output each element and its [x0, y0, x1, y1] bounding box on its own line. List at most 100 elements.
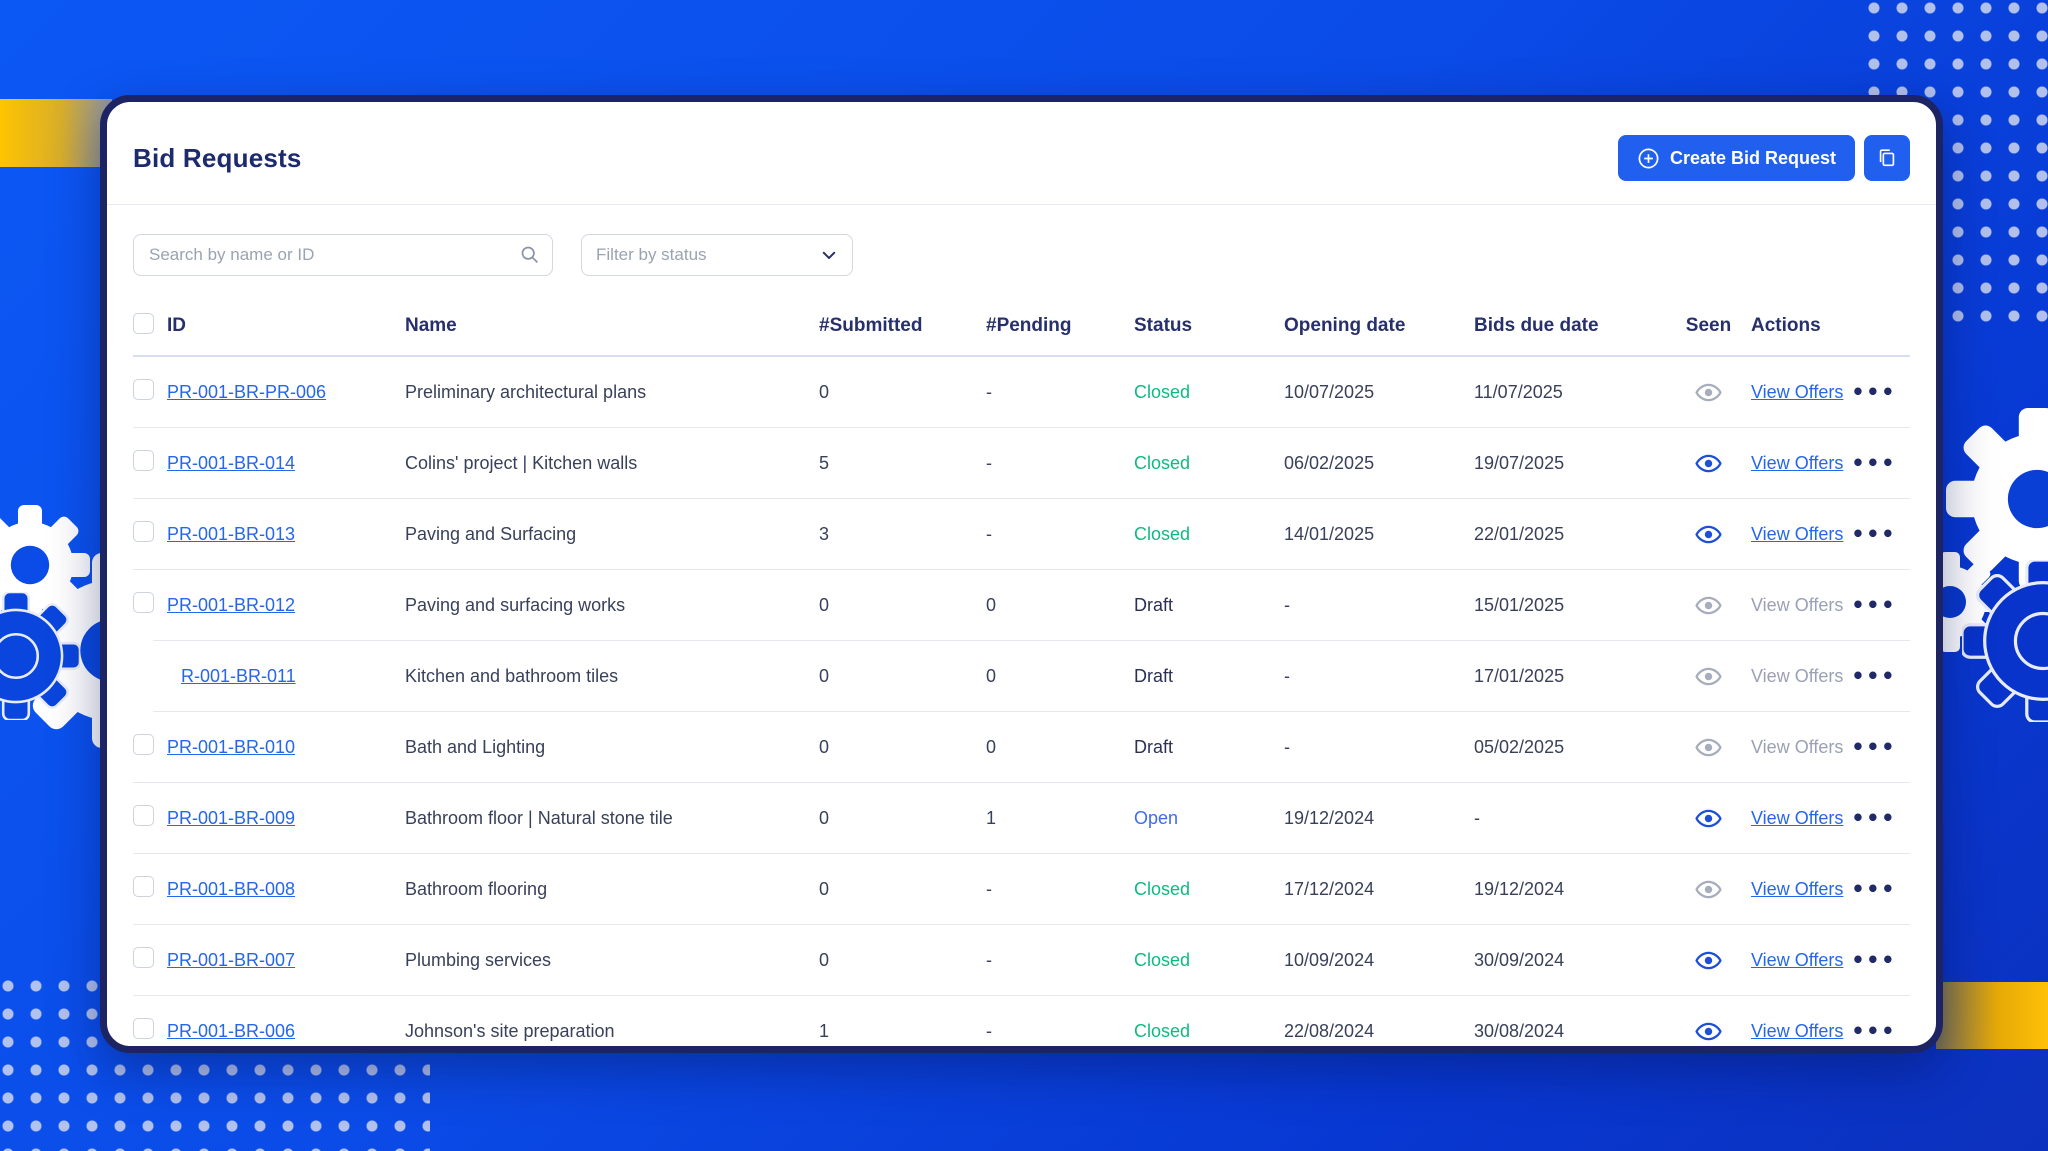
column-header-status: Status: [1134, 315, 1193, 336]
create-bid-request-button[interactable]: Create Bid Request: [1617, 135, 1855, 181]
row-menu-button[interactable]: •••: [1851, 522, 1896, 546]
pending-count: 0: [986, 665, 997, 686]
row-menu-button[interactable]: •••: [1851, 664, 1896, 688]
status-filter-dropdown[interactable]: Filter by status: [581, 234, 853, 276]
status-badge: Closed: [1134, 381, 1191, 402]
pending-count: 1: [986, 807, 997, 828]
bids-due-date: 11/07/2025: [1474, 381, 1563, 402]
column-header-opening-date: Opening date: [1284, 315, 1406, 336]
bid-request-id-link[interactable]: PR-001-BR-012: [167, 594, 296, 615]
bid-request-id-link[interactable]: R-001-BR-011: [181, 665, 296, 686]
row-checkbox[interactable]: [133, 1018, 154, 1039]
opening-date: -: [1284, 736, 1290, 757]
pending-count: -: [986, 523, 992, 544]
pending-count: -: [986, 381, 992, 402]
row-divider: [153, 640, 1910, 641]
bid-request-name: Bathroom flooring: [405, 878, 548, 899]
view-offers-link[interactable]: View Offers: [1751, 523, 1844, 544]
table-body: PR-001-BR-PR-006 Preliminary architectur…: [133, 357, 1910, 1046]
row-checkbox[interactable]: [133, 521, 154, 542]
row-divider: [153, 711, 1910, 712]
bids-due-date: 30/08/2024: [1474, 1020, 1565, 1041]
bids-due-date: 19/12/2024: [1474, 878, 1565, 899]
row-checkbox[interactable]: [133, 947, 154, 968]
submitted-count: 3: [819, 523, 830, 544]
opening-date: -: [1284, 594, 1290, 615]
duplicate-button[interactable]: [1864, 135, 1910, 181]
eye-icon: [1695, 1018, 1722, 1045]
search-input[interactable]: [133, 234, 553, 276]
submitted-count: 0: [819, 381, 830, 402]
bids-due-date: 17/01/2025: [1474, 665, 1565, 686]
bid-request-id-link[interactable]: PR-001-BR-014: [167, 452, 296, 473]
bids-due-date: 19/07/2025: [1474, 452, 1565, 473]
row-menu-button[interactable]: •••: [1851, 735, 1896, 759]
row-checkbox[interactable]: [133, 379, 154, 400]
gear-icon: [0, 592, 80, 720]
status-badge: Closed: [1134, 523, 1191, 544]
status-badge: Draft: [1134, 736, 1174, 757]
row-checkbox[interactable]: [133, 876, 154, 897]
row-menu-button[interactable]: •••: [1851, 877, 1896, 901]
bid-request-id-link[interactable]: PR-001-BR-009: [167, 807, 296, 828]
row-divider: [133, 427, 1910, 428]
opening-date: 19/12/2024: [1284, 807, 1375, 828]
row-menu-button[interactable]: •••: [1851, 380, 1896, 404]
bid-request-id-link[interactable]: PR-001-BR-008: [167, 878, 296, 899]
view-offers-link[interactable]: View Offers: [1751, 878, 1844, 899]
row-menu-button[interactable]: •••: [1851, 1019, 1896, 1043]
gear-icon: [1962, 560, 2048, 722]
row-checkbox[interactable]: [133, 450, 154, 471]
select-all-checkbox[interactable]: [133, 313, 154, 334]
submitted-count: 0: [819, 807, 830, 828]
bid-request-id-link[interactable]: PR-001-BR-010: [167, 736, 296, 757]
bid-request-name: Paving and Surfacing: [405, 523, 577, 544]
bids-due-date: 22/01/2025: [1474, 523, 1565, 544]
bid-request-id-link[interactable]: PR-001-BR-006: [167, 1020, 296, 1041]
eye-icon: [1695, 805, 1722, 832]
row-checkbox[interactable]: [133, 805, 154, 826]
view-offers-link[interactable]: View Offers: [1751, 381, 1844, 402]
status-badge: Closed: [1134, 1020, 1191, 1041]
bid-request-id-link[interactable]: PR-001-BR-013: [167, 523, 296, 544]
bid-request-name: Paving and surfacing works: [405, 594, 626, 615]
row-menu-button[interactable]: •••: [1851, 806, 1896, 830]
bids-due-date: 30/09/2024: [1474, 949, 1565, 970]
pending-count: -: [986, 1020, 992, 1041]
bid-request-name: Bath and Lighting: [405, 736, 546, 757]
bid-request-id-link[interactable]: PR-001-BR-PR-006: [167, 381, 327, 402]
bids-due-date: -: [1474, 807, 1480, 828]
eye-icon: [1695, 521, 1722, 548]
view-offers-link[interactable]: View Offers: [1751, 1020, 1844, 1041]
column-header-submitted: #Submitted: [819, 315, 923, 336]
bid-request-name: Kitchen and bathroom tiles: [405, 665, 619, 686]
view-offers-link[interactable]: View Offers: [1751, 949, 1844, 970]
opening-date: 10/07/2025: [1284, 381, 1375, 402]
bid-request-id-link[interactable]: PR-001-BR-007: [167, 949, 296, 970]
row-divider: [133, 498, 1910, 499]
row-menu-button[interactable]: •••: [1851, 451, 1896, 475]
status-filter-placeholder: Filter by status: [596, 245, 707, 264]
opening-date: 17/12/2024: [1284, 878, 1375, 899]
bid-request-name: Preliminary architectural plans: [405, 381, 647, 402]
gear-icon: [0, 505, 90, 625]
row-menu-button[interactable]: •••: [1851, 593, 1896, 617]
view-offers-link: View Offers: [1751, 594, 1844, 615]
row-checkbox[interactable]: [133, 734, 154, 755]
chevron-down-icon: [822, 251, 836, 259]
pending-count: -: [986, 878, 992, 899]
view-offers-link[interactable]: View Offers: [1751, 452, 1844, 473]
eye-icon: [1695, 379, 1722, 406]
row-menu-button[interactable]: •••: [1851, 948, 1896, 972]
submitted-count: 0: [819, 878, 830, 899]
table-row: PR-001-BR-013 Paving and Surfacing 3 - C…: [133, 499, 1910, 569]
column-header-seen: Seen: [1685, 315, 1732, 336]
row-divider: [133, 924, 1910, 925]
row-divider: [133, 853, 1910, 854]
status-badge: Open: [1134, 807, 1179, 828]
view-offers-link[interactable]: View Offers: [1751, 807, 1844, 828]
eye-icon: [1695, 734, 1722, 761]
row-checkbox[interactable]: [133, 592, 154, 613]
eye-icon: [1695, 947, 1722, 974]
submitted-count: 5: [819, 452, 830, 473]
